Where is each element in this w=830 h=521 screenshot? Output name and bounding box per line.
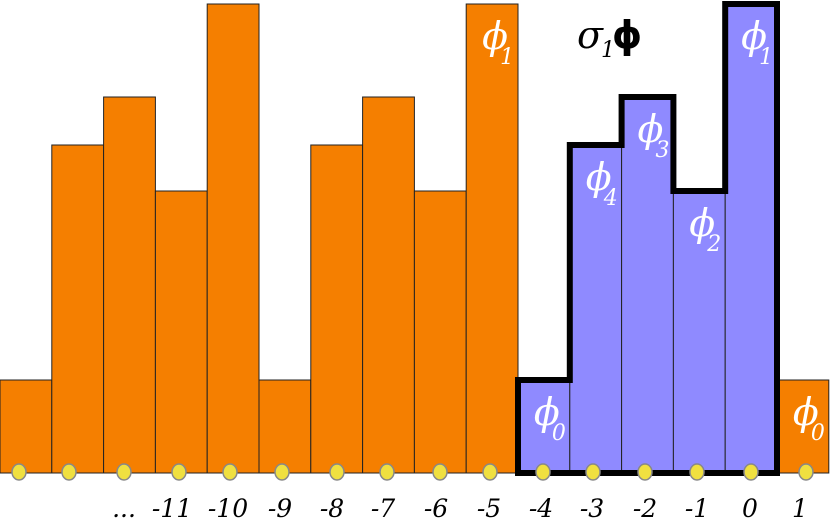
phi-label-11: ϕ	[534, 390, 560, 434]
bar-15	[724, 3, 778, 474]
tick-label-1: ...	[112, 494, 136, 521]
phi-subscript-15: 1	[759, 45, 773, 70]
tick-labels-layer: ... -11 -10 -9 -8 -7 -6 -5 -4 -3 -2 -1 0 1	[112, 494, 808, 521]
tick-label-14: 1	[792, 494, 808, 521]
bar-7	[310, 144, 364, 474]
title-phi: ϕ	[612, 13, 642, 57]
bar-9	[413, 190, 467, 474]
tick-label-11: -2	[633, 494, 657, 521]
axis-dot-8	[379, 463, 395, 481]
axis-dot-3	[116, 463, 132, 481]
tick-label-10: -3	[580, 494, 604, 521]
tick-label-2: -11	[152, 494, 192, 521]
bars-layer	[0, 3, 830, 474]
axis-dot-10	[482, 463, 498, 481]
tick-label-8: -5	[477, 494, 501, 521]
tick-label-9: -4	[529, 494, 553, 521]
phi-subscript-13: 3	[656, 138, 670, 163]
bar-3	[103, 96, 156, 474]
bar-8	[362, 96, 415, 474]
bar-2	[51, 144, 105, 474]
bar-5	[206, 3, 260, 474]
phi-label-15: ϕ	[741, 14, 767, 58]
diagram-title: σ 1 ϕ	[577, 13, 642, 63]
phi-subscript-12: 4	[603, 186, 618, 211]
phi-label-13: ϕ	[638, 107, 664, 151]
phi-subscript-16: 0	[811, 421, 825, 446]
phi-label-16: ϕ	[793, 390, 819, 434]
tick-label-6: -7	[371, 494, 395, 521]
sigma-phi-outline	[515, 1, 780, 476]
bar-13	[621, 96, 674, 474]
phi-subscript-11: 0	[552, 421, 566, 446]
axis-dot-1	[11, 463, 27, 481]
outline-layer	[515, 1, 780, 476]
axis-dot-5	[222, 463, 238, 481]
tick-label-12: -1	[685, 494, 709, 521]
axis-dot-2	[61, 463, 77, 481]
phi-subscript-10: 1	[500, 45, 514, 70]
title-sigma: σ	[577, 13, 604, 57]
axis-dot-6	[274, 463, 290, 481]
axis-dot-12	[585, 463, 601, 481]
title-subscript: 1	[601, 38, 615, 63]
phi-subscript-14: 2	[706, 232, 721, 257]
tick-label-5: -8	[320, 494, 344, 521]
tick-label-4: -9	[268, 494, 292, 521]
axis-dot-13	[637, 463, 653, 481]
phi-label-14: ϕ	[689, 201, 715, 245]
bar-4	[154, 190, 208, 474]
axis-dot-16	[798, 463, 814, 481]
tick-label-3: -10	[208, 494, 248, 521]
axis-dot-7	[329, 463, 345, 481]
bar-10	[465, 3, 519, 474]
tick-label-7: -6	[424, 494, 448, 521]
bar-6	[258, 379, 312, 474]
phi-label-12: ϕ	[586, 155, 612, 199]
axis-dot-4	[171, 463, 187, 481]
axis-dot-11	[535, 463, 551, 481]
phi-label-10: ϕ	[482, 14, 508, 58]
axis-dot-14	[689, 463, 705, 481]
axis-dot-9	[432, 463, 448, 481]
bar-1	[0, 379, 53, 474]
axis-dots-layer	[11, 463, 814, 481]
bar-16	[776, 379, 830, 474]
axis-dot-15	[743, 463, 759, 481]
tick-label-13: 0	[742, 494, 758, 521]
